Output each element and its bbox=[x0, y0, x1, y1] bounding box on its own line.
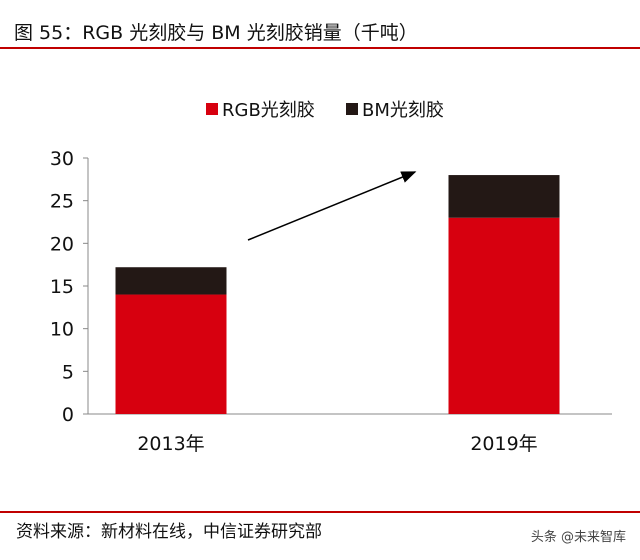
title-rule bbox=[0, 47, 640, 49]
x-tick-label: 2019年 bbox=[470, 433, 537, 455]
legend-label: RGB光刻胶 bbox=[222, 100, 315, 121]
y-tick-label: 20 bbox=[50, 233, 74, 255]
legend-swatch bbox=[346, 103, 358, 115]
y-tick-label: 10 bbox=[50, 319, 74, 341]
bar-RGB光刻胶-2013年 bbox=[115, 294, 227, 414]
watermark: 头条 @未来智库 bbox=[530, 530, 626, 545]
stacked-bar-chart: 0 5 10 15 20 25 30 2013年 2019年 RGB光刻胶 BM光刻胶 bbox=[50, 100, 612, 455]
x-tick-label: 2013年 bbox=[137, 433, 204, 455]
legend-label: BM光刻胶 bbox=[362, 100, 444, 121]
source-note: 资料来源：新材料在线，中信证券研究部 bbox=[16, 522, 322, 542]
bar-BM光刻胶-2013年 bbox=[115, 267, 227, 295]
y-tick-label: 5 bbox=[62, 361, 74, 383]
y-tick-label: 25 bbox=[50, 191, 74, 213]
y-tick-label: 30 bbox=[50, 148, 74, 170]
source-rule bbox=[0, 511, 640, 513]
figure-title: 图 55：RGB 光刻胶与 BM 光刻胶销量（千吨） bbox=[14, 22, 418, 44]
y-tick-label: 15 bbox=[50, 276, 74, 298]
bar-RGB光刻胶-2019年 bbox=[448, 217, 560, 414]
trend-arrow bbox=[247, 171, 417, 241]
bar-BM光刻胶-2019年 bbox=[448, 175, 560, 218]
legend-swatch bbox=[206, 103, 218, 115]
y-tick-label: 0 bbox=[62, 404, 74, 426]
